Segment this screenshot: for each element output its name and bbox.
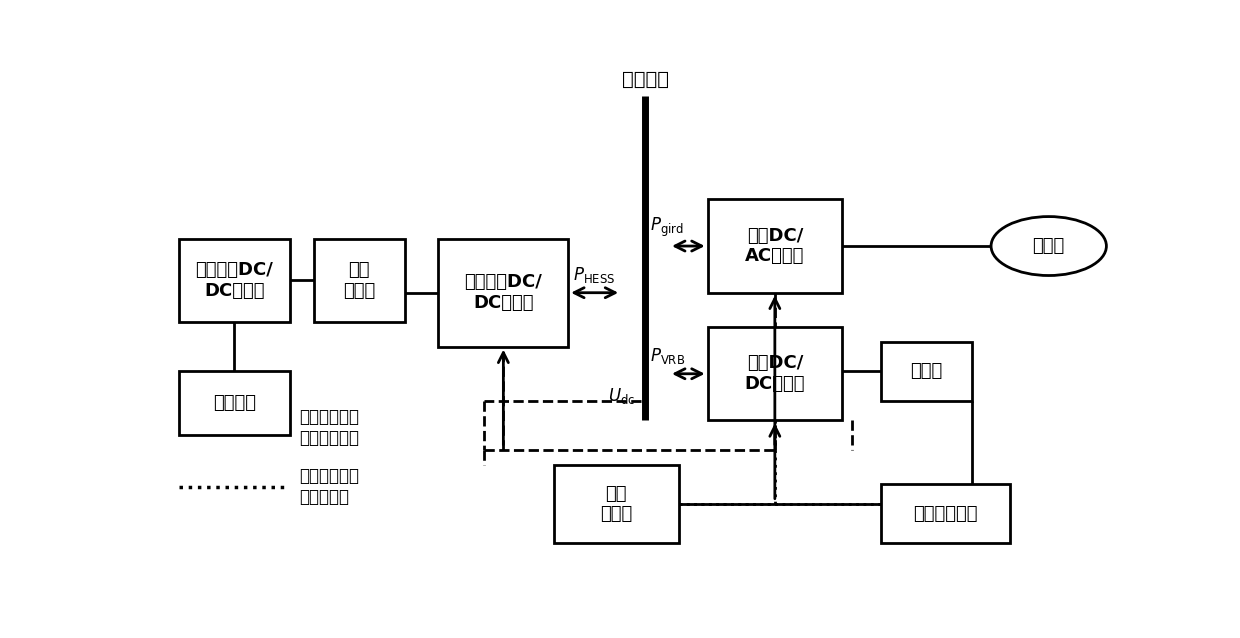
- Text: 钒电池: 钒电池: [910, 362, 942, 380]
- FancyBboxPatch shape: [708, 199, 842, 293]
- Text: 超级
电容器: 超级 电容器: [343, 261, 376, 300]
- FancyBboxPatch shape: [880, 342, 972, 401]
- Text: $P_{\rm gird}$: $P_{\rm gird}$: [650, 216, 683, 239]
- Text: $P_{\rm HESS}$: $P_{\rm HESS}$: [573, 265, 615, 285]
- FancyBboxPatch shape: [179, 239, 290, 322]
- Text: 第二双向DC/
DC变换器: 第二双向DC/ DC变换器: [465, 273, 542, 312]
- FancyBboxPatch shape: [439, 239, 568, 347]
- Text: 第一双向DC/
DC变换器: 第一双向DC/ DC变换器: [196, 261, 273, 300]
- Text: 钒电池检测仪: 钒电池检测仪: [913, 505, 977, 523]
- Text: 双向DC/
DC变换器: 双向DC/ DC变换器: [744, 354, 805, 393]
- FancyBboxPatch shape: [880, 484, 1011, 544]
- Text: 大电网: 大电网: [1033, 237, 1065, 255]
- FancyBboxPatch shape: [179, 371, 290, 435]
- Text: 钒电池储能系
统控制信号: 钒电池储能系 统控制信号: [299, 468, 360, 506]
- Text: 调压
控制器: 调压 控制器: [600, 484, 632, 523]
- Text: $U_{\rm dc}$: $U_{\rm dc}$: [609, 386, 635, 406]
- FancyBboxPatch shape: [314, 239, 404, 322]
- FancyBboxPatch shape: [554, 464, 678, 544]
- Text: $P_{\rm VRB}$: $P_{\rm VRB}$: [650, 346, 686, 366]
- Text: 一次下垂调压
系统控制信号: 一次下垂调压 系统控制信号: [299, 408, 360, 447]
- FancyBboxPatch shape: [708, 327, 842, 420]
- Text: 锂电池组: 锂电池组: [213, 394, 255, 412]
- Text: 直流母线: 直流母线: [621, 70, 668, 89]
- Text: 双向DC/
AC变换器: 双向DC/ AC变换器: [745, 226, 805, 265]
